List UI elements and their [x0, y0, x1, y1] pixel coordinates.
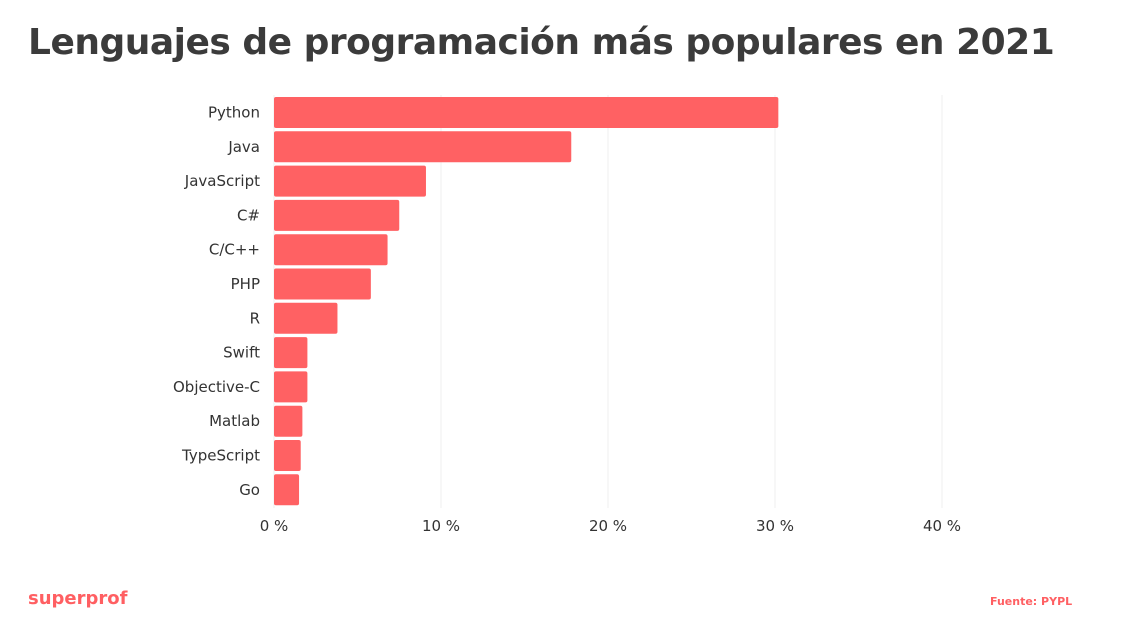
y-tick-label: Objective-C — [173, 378, 260, 396]
x-tick-label: 20 % — [589, 517, 627, 535]
bar-typescript — [274, 440, 301, 471]
bar-java — [274, 131, 572, 163]
bar-r — [274, 302, 338, 334]
bar-php — [274, 268, 371, 300]
y-tick-label: TypeScript — [181, 447, 260, 465]
bar-matlab — [274, 405, 303, 437]
y-tick-label: C# — [237, 206, 260, 224]
bar-c-c- — [274, 234, 388, 266]
bar-python — [274, 97, 779, 128]
y-tick-label: PHP — [231, 275, 260, 293]
chart-title: Lenguajes de programación más populares … — [28, 22, 1055, 63]
bar-c- — [274, 199, 400, 231]
x-tick-label: 10 % — [422, 517, 460, 535]
y-tick-label: Go — [239, 481, 260, 499]
bar-swift — [274, 337, 308, 369]
brand-logo: superprof — [28, 588, 128, 609]
x-tick-label: 0 % — [260, 517, 289, 535]
y-tick-label: JavaScript — [184, 172, 260, 190]
y-tick-label: Python — [208, 104, 260, 122]
bar-objective-c — [274, 371, 308, 403]
bar-go — [274, 474, 300, 506]
source-note: Fuente: PYPL — [990, 595, 1073, 608]
y-tick-label: Java — [227, 138, 260, 156]
y-tick-label: Swift — [223, 344, 260, 362]
bar-javascript — [274, 165, 426, 197]
y-tick-label: Matlab — [209, 412, 260, 430]
y-tick-label: C/C++ — [209, 241, 260, 259]
y-tick-label: R — [250, 309, 260, 327]
x-tick-label: 40 % — [923, 517, 961, 535]
x-tick-label: 30 % — [756, 517, 794, 535]
